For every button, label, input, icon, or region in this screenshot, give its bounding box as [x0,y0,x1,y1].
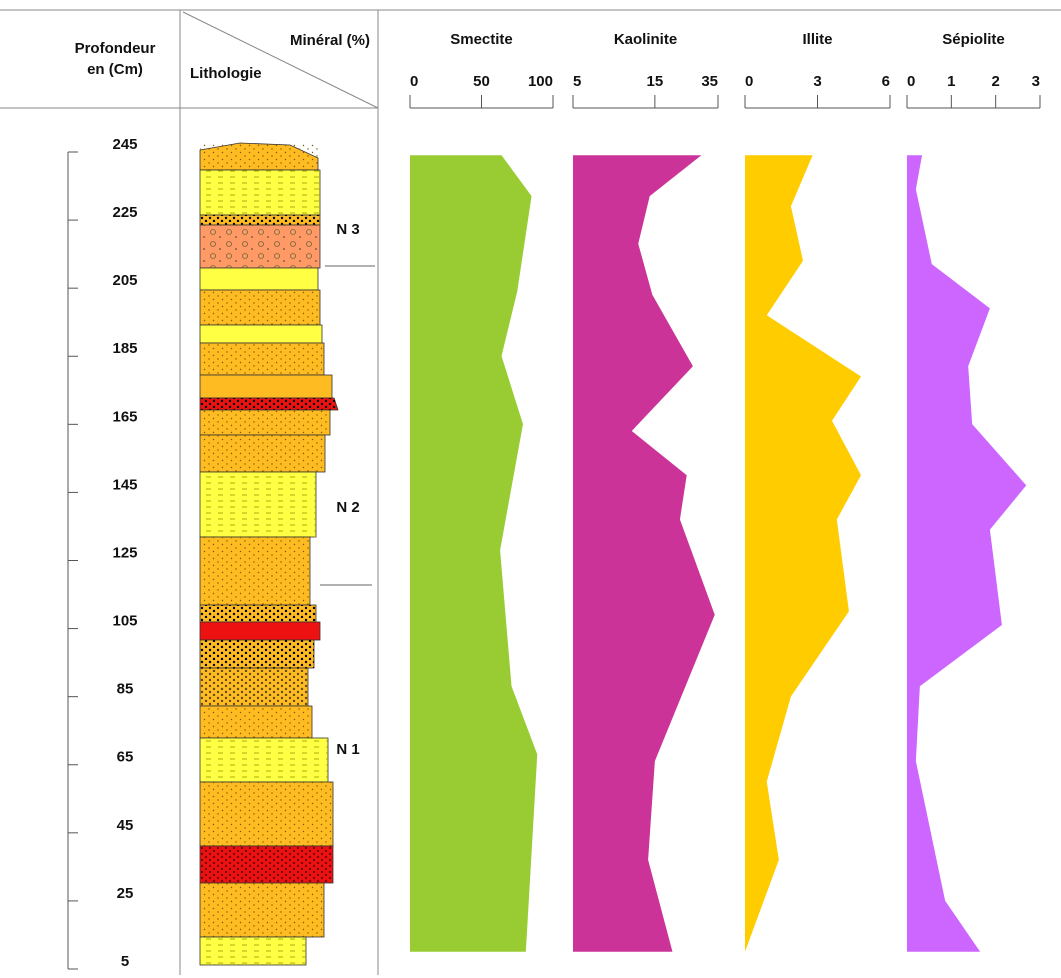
y-tick-label: 165 [112,408,137,425]
profile-area [573,155,715,952]
profile-area [410,155,538,952]
x-tick-label: 0 [745,73,753,90]
level-label: N 2 [336,499,359,516]
profile-area [907,155,1027,952]
y-tick-label: 105 [112,613,137,630]
y-tick-label: 185 [112,340,137,357]
y-tick-label: 205 [112,272,137,289]
y-tick-label: 225 [112,204,137,221]
x-tick-label: 100 [528,73,553,90]
mineral-label: Minéral (%) [290,32,370,49]
x-tick-label: 3 [813,73,821,90]
lithology-column [199,142,375,966]
x-tick-label: 1 [947,73,955,90]
x-tick-label: 2 [991,73,999,90]
series-name: Sépiolite [942,31,1005,48]
y-tick-label: 5 [121,953,129,970]
x-tick-label: 35 [701,73,718,90]
series-name: Smectite [450,31,513,48]
x-tick-label: 0 [907,73,915,90]
level-label: N 3 [336,221,359,238]
depth-label: en (Cm) [87,61,143,78]
x-tick-label: 5 [573,73,581,90]
x-tick-label: 50 [473,73,490,90]
y-tick-label: 125 [112,544,137,561]
series-name: Illite [802,31,832,48]
x-tick-label: 15 [647,73,664,90]
y-tick-label: 245 [112,136,137,153]
lithology-label: Lithologie [190,65,262,82]
y-tick-label: 85 [117,681,134,698]
frame [0,9,1061,975]
depth-label: Profondeur [75,40,156,57]
y-tick-label: 25 [117,885,134,902]
x-tick-label: 3 [1032,73,1040,90]
level-label: N 1 [336,741,359,758]
y-tick-label: 45 [117,817,134,834]
profile-area [745,155,861,952]
series-name: Kaolinite [614,31,677,48]
x-tick-label: 6 [882,73,890,90]
y-tick-label: 65 [117,749,134,766]
x-tick-label: 0 [410,73,418,90]
y-tick-label: 145 [112,476,137,493]
